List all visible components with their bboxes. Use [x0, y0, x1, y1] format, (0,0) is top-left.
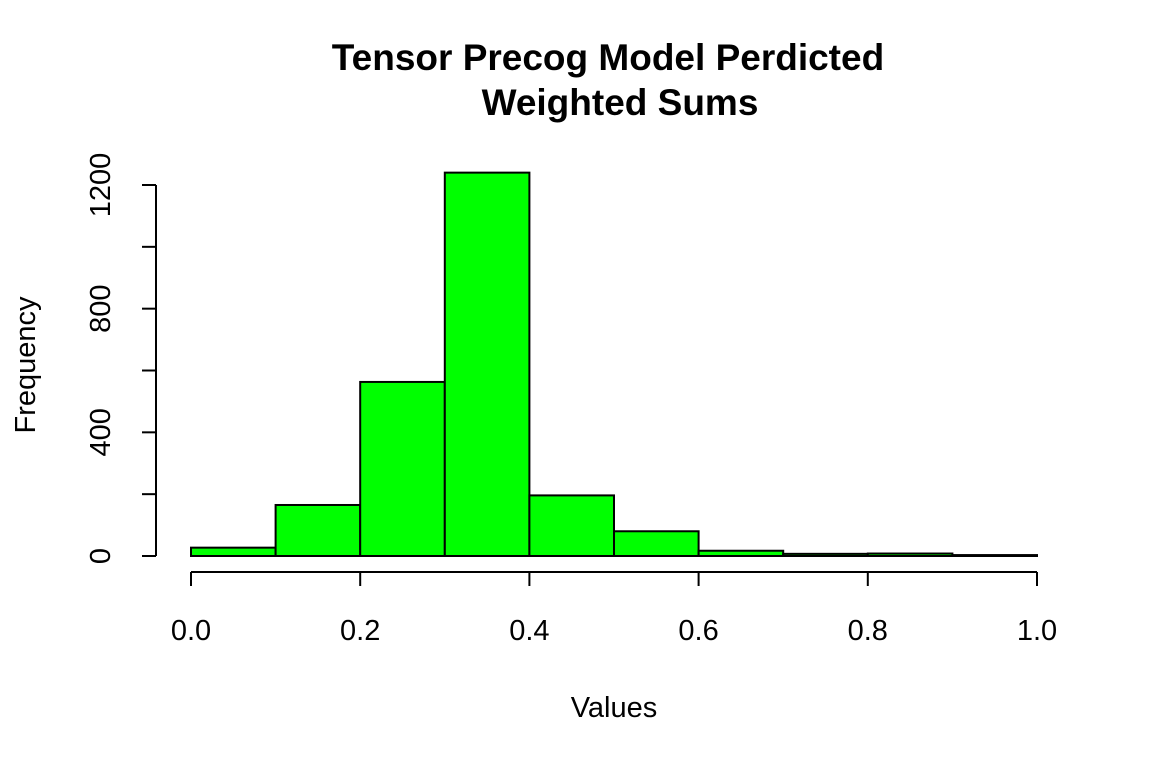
x-tick-label: 0.8: [848, 615, 888, 647]
y-axis-label: Frequency: [10, 296, 42, 434]
chart-subtitle: Weighted Sums: [482, 82, 759, 123]
y-tick-label: 1200: [85, 153, 117, 218]
histogram-bar: [274, 503, 362, 557]
x-axis: 0.0 0.2 0.4 0.6 0.8 1.0: [171, 571, 1057, 647]
histogram-bar: [528, 494, 616, 557]
x-tick-label: 0.6: [678, 615, 718, 647]
x-tick-label: 1.0: [1017, 615, 1057, 647]
histogram-bar: [866, 552, 954, 558]
y-tick-label: 400: [85, 408, 117, 456]
histogram-bar: [697, 549, 785, 557]
x-axis-label: Values: [571, 692, 658, 724]
histogram-bar: [613, 530, 700, 557]
x-tick-label: 0.0: [171, 615, 211, 647]
bars-group: [190, 171, 1039, 558]
histogram-bar: [951, 554, 1039, 558]
x-tick-label: 0.2: [340, 615, 380, 647]
x-tick-label: 0.4: [509, 615, 549, 647]
histogram-bar: [190, 546, 277, 558]
chart-title: Tensor Precog Model Perdicted: [332, 37, 884, 78]
histogram-bar: [443, 171, 531, 557]
histogram-bar: [782, 552, 869, 557]
y-tick-label: 0: [85, 548, 117, 564]
y-axis: 0 400 800 1200: [85, 153, 157, 564]
y-tick-label: 800: [85, 284, 117, 332]
histogram-bar: [359, 380, 446, 558]
